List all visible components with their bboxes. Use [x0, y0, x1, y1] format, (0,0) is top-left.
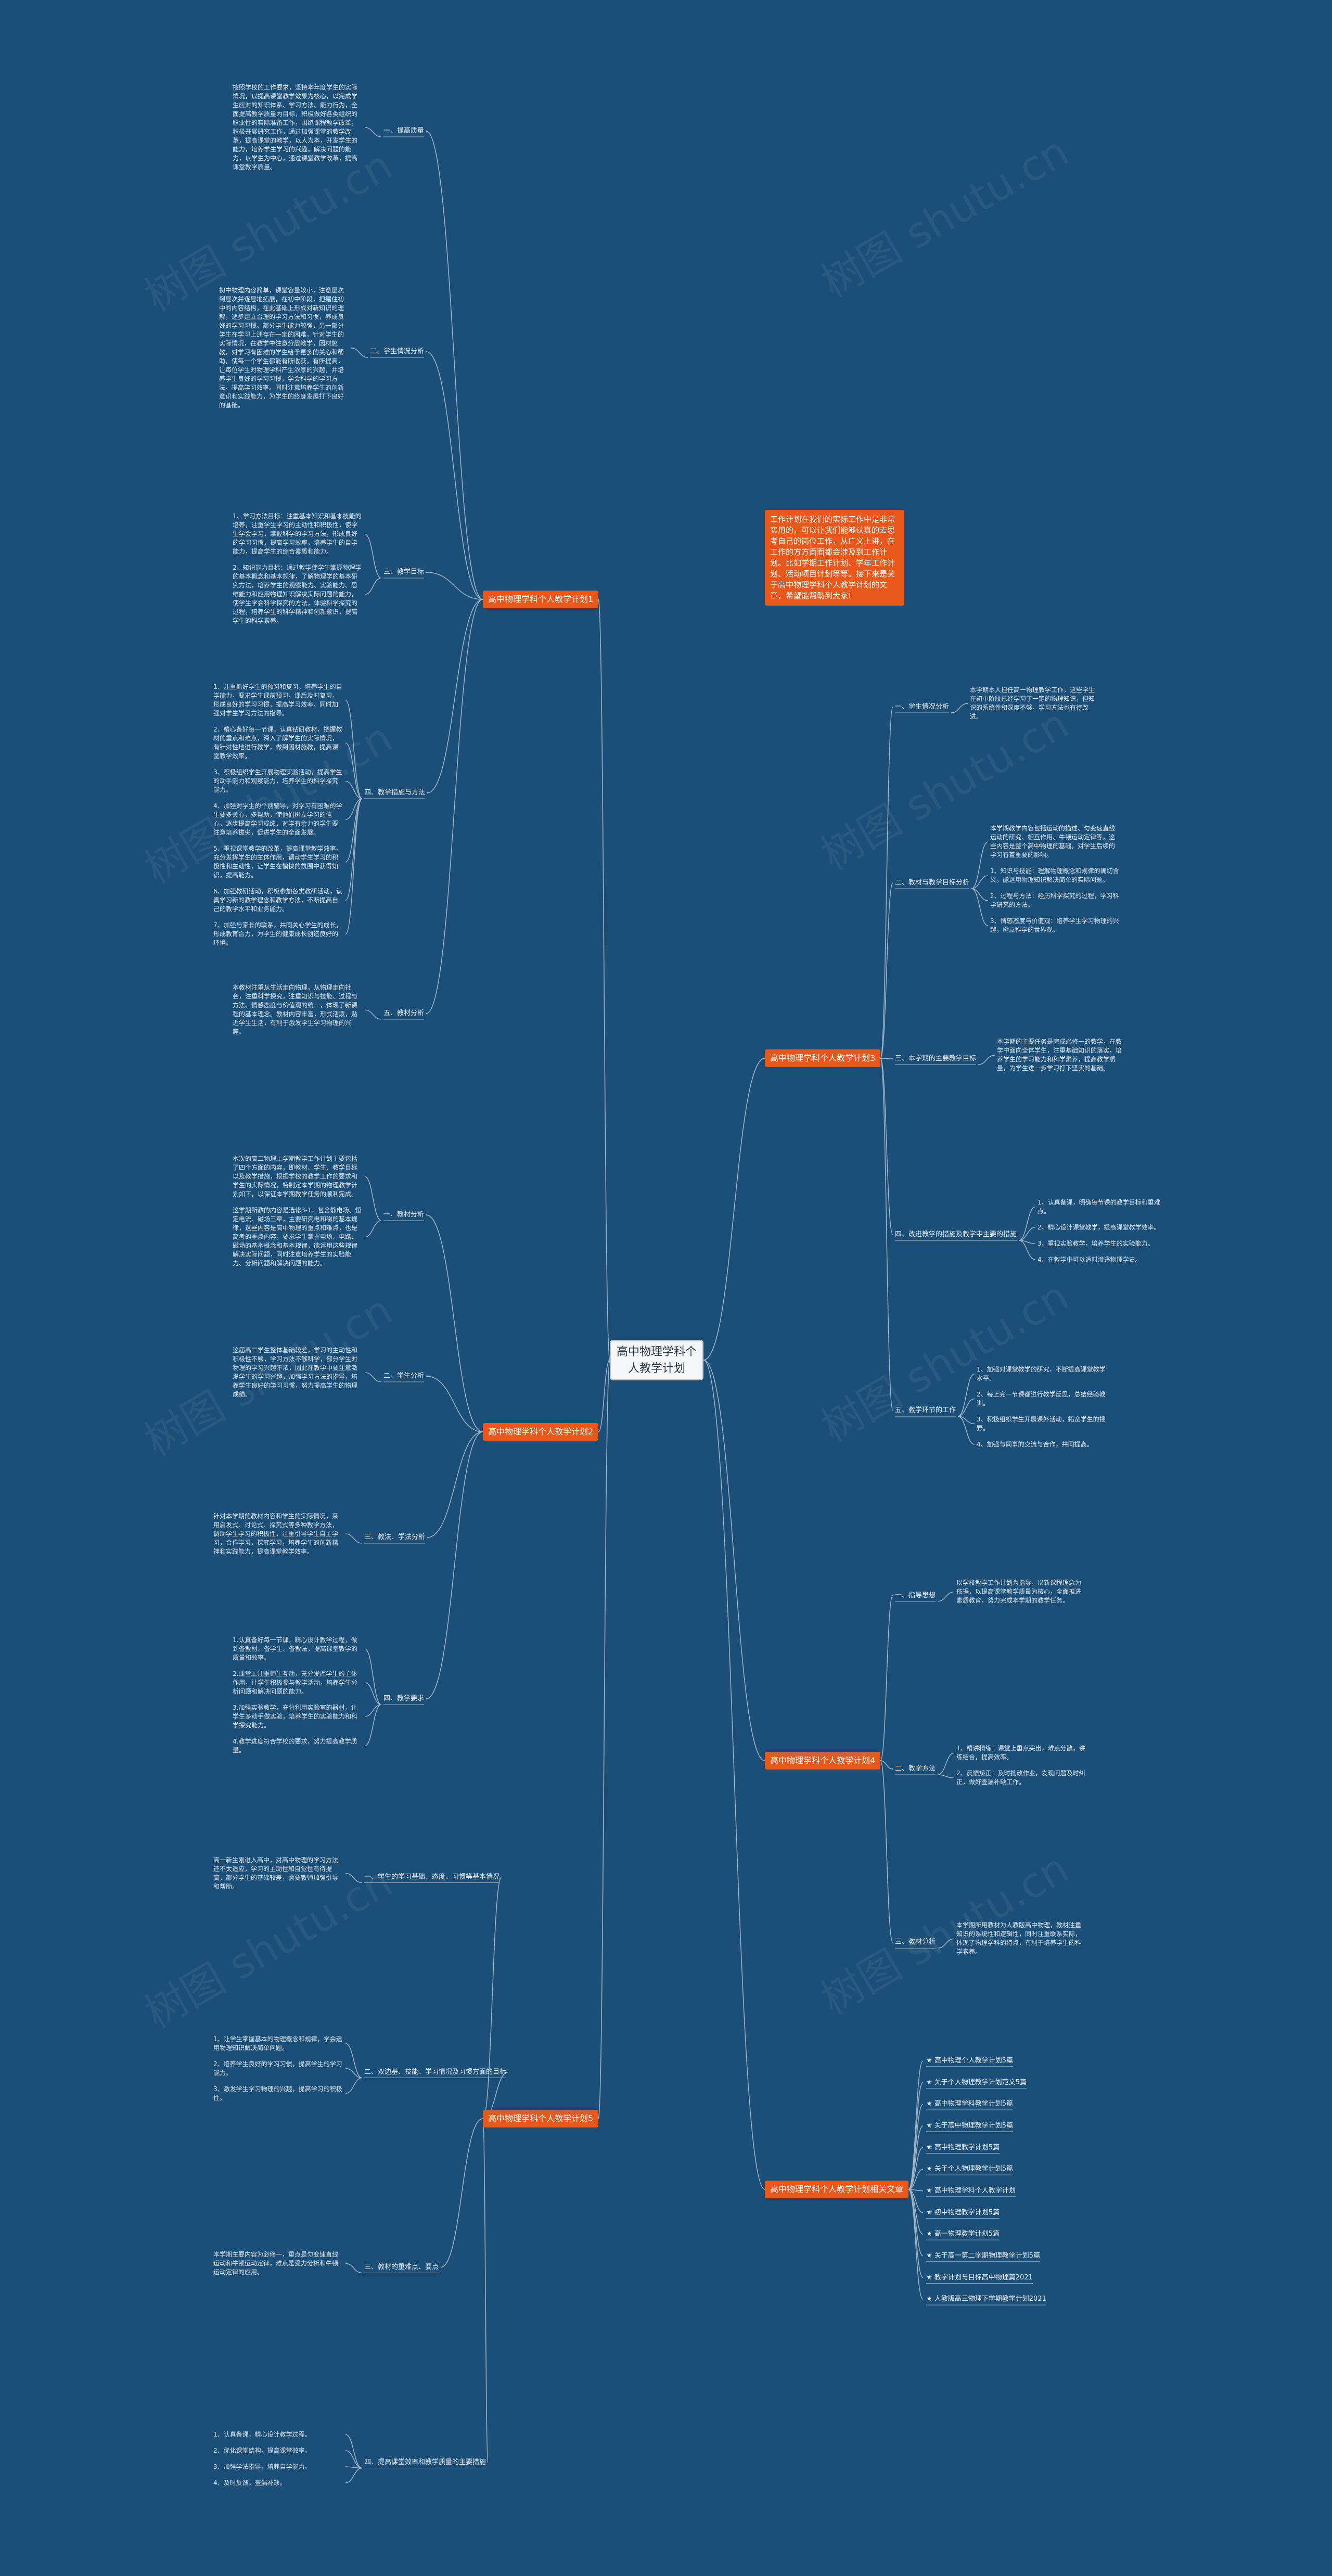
leaf-text: 2.课堂上注重师生互动，充分发挥学生的主体作用，让学生积极参与教学活动，培养学生… — [233, 1670, 358, 1695]
leaf-text: 1、加强对课堂教学的研究，不断提高课堂教学水平。 — [977, 1365, 1106, 1382]
leaf-text: 1.认真备好每一节课，精心设计教学过程，做到备教材、备学生、备教法，提高课堂教学… — [233, 1636, 358, 1661]
sub-topic[interactable]: 一、提高质量 — [383, 127, 425, 135]
leaf-text: 本学期主要内容为必修一，重点是匀变速直线运动和牛顿运动定律，难点是受力分析和牛顿… — [213, 2251, 339, 2276]
related-article-link[interactable]: ★ 关于个人物理教学计划5篇 — [926, 2165, 1014, 2173]
leaf-text: 2、优化课堂结构，提高课堂效率。 — [213, 2446, 311, 2454]
sub-topic[interactable]: 三、教材分析 — [895, 1938, 936, 1946]
leaf-text: 3.加强实验教学，充分利用实验室的器材，让学生多动手做实验，培养学生的实验能力和… — [233, 1703, 358, 1729]
sub-topic[interactable]: 四、提高课堂效率和教学质量的主要措施 — [364, 2458, 486, 2466]
leaf-text: 7、加强与家长的联系，共同关心学生的成长，形成教育合力，为学生的健康成长创造良好… — [213, 921, 342, 946]
leaf-text: 3、重视实验教学，培养学生的实验能力。 — [1038, 1239, 1154, 1247]
leaf-text: 6、加强教研活动，积极参加各类教研活动，认真学习新的教学理念和教学方法，不断提高… — [213, 888, 342, 913]
branch-node[interactable]: 高中物理学科个人教学计划2 — [483, 1423, 599, 1441]
leaf-text: 以学校教学工作计划为指导，以新课程理念为依据，以提高课堂教学质量为核心，全面推进… — [956, 1579, 1082, 1605]
leaf-text: 本学期教学内容包括运动的描述、匀变速直线运动的研究、相互作用、牛顿运动定律等，这… — [990, 825, 1116, 858]
leaf-text: 3、积极组织学生开展课外活动，拓宽学生的视野。 — [977, 1415, 1106, 1432]
leaf-text: 1、认真备课，精心设计教学过程。 — [213, 2430, 311, 2438]
sub-topic[interactable]: 三、教学目标 — [383, 568, 425, 576]
leaf-text: 2、每上完一节课都进行教学反思，总结经验教训。 — [977, 1390, 1106, 1407]
related-article-link[interactable]: ★ 高中物理学科个人教学计划 — [926, 2186, 1016, 2195]
sub-topic[interactable]: 一、学生情况分析 — [895, 703, 950, 711]
leaf-text: 本次的高二物理上学期教学工作计划主要包括了四个方面的内容，即教材、学生、教学目标… — [233, 1155, 358, 1198]
sub-topic[interactable]: 三、教法、学法分析 — [364, 1533, 426, 1541]
leaf-text: 2、反馈矫正：及时批改作业，发现问题及时纠正，做好查漏补缺工作。 — [956, 1770, 1085, 1786]
leaf-text: 4、加强与同事的交流与合作，共同提高。 — [977, 1440, 1093, 1448]
leaf-text: 3、激发学生学习物理的兴趣，提高学习的积极性。 — [213, 2085, 342, 2101]
leaf-text: 按照学校的工作要求，坚持本年度学生的实际情况，以提高课堂教学效果为核心，以完成学… — [233, 84, 358, 171]
intro-note: 工作计划在我们的实际工作中是非常实用的，可以让我们能够认真的去思考自己的岗位工作… — [765, 510, 904, 606]
leaf-text: 2、知识能力目标：通过教学使学生掌握物理学的基本概念和基本规律，了解物理学的基本… — [233, 564, 362, 624]
related-article-link[interactable]: ★ 关于个人物理教学计划范文5篇 — [926, 2078, 1027, 2086]
related-article-link[interactable]: ★ 初中物理教学计划5篇 — [926, 2208, 1000, 2216]
leaf-text: 1、精讲精练：课堂上重点突出，难点分散，讲练结合，提高效率。 — [956, 1745, 1085, 1761]
root-node[interactable]: 高中物理学科个人教学计划 — [610, 1340, 703, 1380]
sub-topic[interactable]: 五、教学环节的工作 — [895, 1406, 956, 1414]
leaf-text: 3、加强学法指导，培养自学能力。 — [213, 2463, 311, 2470]
leaf-text: 2、过程与方法：经历科学探究的过程，学习科学研究的方法。 — [990, 892, 1119, 908]
related-article-link[interactable]: ★ 高中物理个人教学计划5篇 — [926, 2056, 1014, 2065]
sub-topic[interactable]: 三、教材的重难点、要点 — [364, 2263, 439, 2271]
related-article-link[interactable]: ★ 教学计划与目标高中物理篇2021 — [926, 2273, 1033, 2282]
leaf-text: 4、及时反馈，查漏补缺。 — [213, 2479, 286, 2487]
sub-topic[interactable]: 二、教学方法 — [895, 1765, 936, 1773]
related-article-link[interactable]: ★ 高中物理教学计划5篇 — [926, 2143, 1000, 2151]
branch-node[interactable]: 高中物理学科个人教学计划5 — [483, 2110, 599, 2128]
leaf-text: 本学期所用教材为人教版高中物理，教材注重知识的系统性和逻辑性，同时注重联系实际，… — [956, 1921, 1082, 1956]
sub-topic[interactable]: 三、本学期的主要教学目标 — [895, 1055, 977, 1062]
leaf-text: 3、积极组织学生开展物理实验活动，提高学生的动手能力和观察能力，培养学生的科学探… — [213, 768, 342, 793]
related-article-link[interactable]: ★ 人教版高三物理下学期教学计划2021 — [926, 2295, 1046, 2303]
branch-node[interactable]: 高中物理学科个人教学计划1 — [483, 591, 599, 608]
sub-topic[interactable]: 二、学生分析 — [383, 1372, 425, 1380]
leaf-text: 初中物理内容简单，课堂容量较小，注意层次到层次并逐层地拓展，在初中阶段，把握住初… — [219, 287, 344, 409]
leaf-text: 1、注重抓好学生的预习和复习，培养学生的自学能力，要求学生课前预习，课后及时复习… — [213, 683, 342, 717]
leaf-text: 针对本学期的教材内容和学生的实际情况，采用启发式、讨论式、探究式等多种教学方法，… — [213, 1512, 339, 1555]
sub-topic[interactable]: 五、教材分析 — [383, 1009, 425, 1017]
sub-topic[interactable]: 四、教学措施与方法 — [364, 789, 426, 797]
sub-topic[interactable]: 四、教学要求 — [383, 1695, 425, 1702]
leaf-text: 3、情感态度与价值观：培养学生学习物理的兴趣，树立科学的世界观。 — [990, 917, 1119, 933]
related-article-link[interactable]: ★ 关于高中物理教学计划5篇 — [926, 2121, 1014, 2130]
sub-topic[interactable]: 一、教材分析 — [383, 1211, 425, 1219]
leaf-text: 本学期本人担任高一物理教学工作，这些学生在初中阶段已经学习了一定的物理知识，但知… — [970, 686, 1095, 720]
leaf-text: 2、精心备好每一节课，认真钻研教材，把握教材的重点和难点，深入了解学生的实际情况… — [213, 726, 342, 760]
leaf-text: 4.教学进度符合学校的要求，努力提高教学质量。 — [233, 1737, 357, 1754]
sub-topic[interactable]: 二、学生情况分析 — [370, 348, 425, 355]
leaf-text: 4、加强对学生的个别辅导，对学习有困难的学生要多关心，多帮助，使他们树立学习的信… — [213, 802, 342, 836]
branch-node[interactable]: 高中物理学科个人教学计划3 — [765, 1049, 881, 1067]
leaf-text: 高一新生刚进入高中，对高中物理的学习方法还不太适应，学习的主动性和自觉性有待提高… — [213, 1856, 339, 1890]
leaf-text: 1、知识与技能：理解物理概念和规律的确切含义，能运用物理知识解决简单的实际问题。 — [990, 867, 1119, 883]
sub-topic[interactable]: 二、双边基、技能、学习情况及习惯方面的目标 — [364, 2068, 507, 2076]
leaf-text: 本教材注重从生活走向物理，从物理走向社会，注重科学探究，注重知识与技能、过程与方… — [233, 984, 358, 1035]
sub-topic[interactable]: 一、学生的学习基础、态度、习惯等基本情况 — [364, 1873, 500, 1881]
leaf-text: 这学期所教的内容是选修3-1，包含静电场、恒定电流、磁场三章，主要研究电和磁的基… — [233, 1207, 362, 1267]
leaf-text: 2、培养学生良好的学习习惯，提高学生的学习能力。 — [213, 2060, 342, 2077]
branch-node[interactable]: 高中物理学科个人教学计划相关文章 — [765, 2181, 909, 2198]
branch-node[interactable]: 高中物理学科个人教学计划4 — [765, 1752, 881, 1770]
leaf-text: 本学期的主要任务是完成必修一的教学，在教学中面向全体学生，注重基础知识的落实，培… — [997, 1038, 1122, 1072]
leaf-text: 1、让学生掌握基本的物理概念和规律，学会运用物理知识解决简单问题。 — [213, 2035, 342, 2052]
leaf-text: 这届高二学生整体基础较差，学习的主动性和积极性不够，学习方法不够科学，部分学生对… — [233, 1347, 358, 1398]
leaf-text: 5、重视课堂教学的改革，提高课堂教学效率，充分发挥学生的主体作用，调动学生学习的… — [213, 845, 342, 879]
leaf-text: 4、在教学中可以适时渗透物理学史。 — [1038, 1255, 1142, 1263]
leaf-text: 1、学习方法目标：注重基本知识和基本技能的培养，注重学生学习的主动性和积极性，使… — [233, 512, 362, 555]
sub-topic[interactable]: 二、教材与教学目标分析 — [895, 879, 970, 887]
leaf-text: 1、认真备课，明确每节课的教学目标和重难点。 — [1038, 1198, 1160, 1215]
related-article-link[interactable]: ★ 关于高一第二学期物理教学计划5篇 — [926, 2251, 1041, 2260]
sub-topic[interactable]: 四、改进教学的措施及教学中主要的措施 — [895, 1231, 1017, 1238]
related-article-link[interactable]: ★ 高中物理学科教学计划5篇 — [926, 2100, 1014, 2108]
related-article-link[interactable]: ★ 高一物理教学计划5篇 — [926, 2230, 1000, 2238]
sub-topic[interactable]: 一、指导思想 — [895, 1591, 936, 1599]
leaf-text: 2、精心设计课堂教学，提高课堂教学效率。 — [1038, 1223, 1160, 1231]
